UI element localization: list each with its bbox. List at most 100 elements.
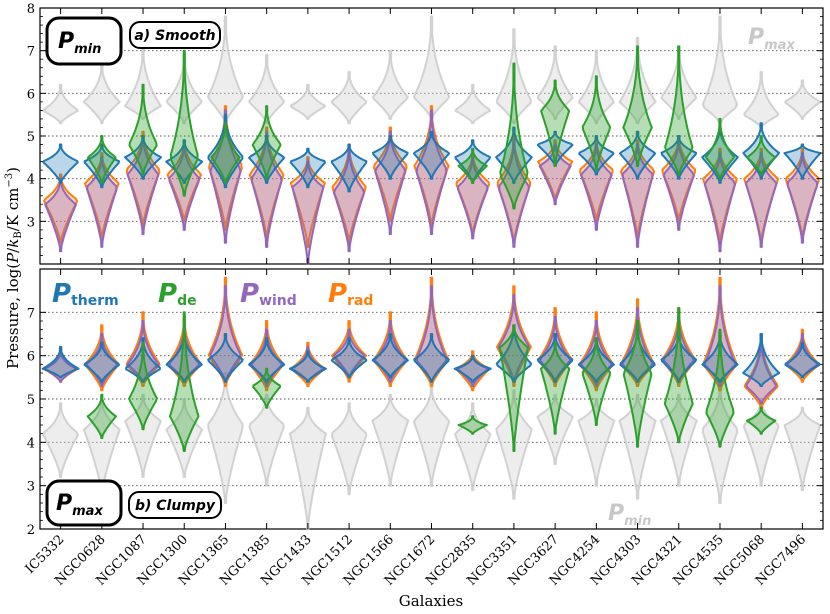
violin-de-NGC4254: [581, 75, 611, 172]
legend-wind: Pwind: [240, 279, 297, 309]
violin-de-NGC1385: [251, 105, 282, 180]
violin-wind-NGC7496: [786, 152, 819, 244]
violin-ghost-NGC1566: [371, 49, 409, 120]
violin-rad-NGC1512: [331, 320, 368, 383]
pmin-label-box: Pmin: [45, 16, 123, 66]
legend-de: Pde: [158, 279, 197, 309]
violin-ghost-NGC1566: [371, 393, 410, 487]
violin-de-NGC5068: [746, 135, 776, 176]
violin-de-NGC4535: [704, 117, 736, 180]
violin-therm-NGC7496: [784, 341, 821, 379]
violin-wind-NGC4535: [703, 152, 736, 253]
violin-therm-NGC5068: [742, 122, 780, 180]
violin-wind-NGC5068: [744, 152, 778, 248]
violin-therm-NGC1512: [330, 143, 368, 193]
violin-rad-NGC4254: [579, 311, 614, 392]
violin-therm-NGC1087: [125, 337, 161, 383]
violin-therm-NGC3351: [495, 324, 533, 383]
violin-ghost-IC5332: [42, 402, 79, 478]
violin-ghost-NGC1672: [412, 15, 451, 120]
violin-rad-NGC4321: [661, 307, 696, 387]
panel-b-label: b) Clumpy: [128, 491, 222, 519]
violin-rad-NGC1365: [207, 276, 244, 387]
violin-de-NGC0628: [86, 135, 117, 184]
violin-therm-IC5332: [41, 346, 80, 379]
violin-therm-NGC3627: [536, 333, 574, 383]
violin-therm-NGC1433: [289, 147, 326, 189]
violin-de-NGC4321: [663, 307, 694, 444]
violin-de-NGC4321: [664, 45, 694, 176]
ghost-label-pmax: Pmax: [748, 25, 795, 53]
violin-therm-NGC7496: [783, 143, 822, 180]
y-tick-label: 6: [27, 350, 35, 365]
violin-wind-NGC1512: [332, 147, 366, 253]
svg-text:a) Smooth: a) Smooth: [134, 28, 215, 44]
violin-ghost-NGC4321: [660, 45, 698, 120]
violin-ghost-NGC4303: [618, 36, 657, 125]
pmax-label-box: Pmax: [45, 479, 123, 527]
violin-therm-NGC1300: [165, 139, 204, 184]
violin-therm-NGC0628: [83, 341, 120, 383]
violin-de-NGC4535: [705, 328, 735, 448]
violin-wind-NGC3627: [538, 143, 572, 206]
violin-therm-IC5332: [42, 143, 79, 184]
violin-therm-NGC4303: [619, 130, 657, 180]
violin-therm-NGC4321: [660, 333, 698, 383]
violin-therm-NGC1672: [413, 333, 450, 383]
violin-de-NGC4303: [622, 320, 653, 448]
violin-de-NGC1087: [128, 83, 158, 176]
violin-wind-IC5332: [44, 177, 77, 253]
violin-therm-NGC5068: [742, 333, 781, 387]
violin-wind-NGC4254: [580, 320, 613, 387]
violin-de-NGC1087: [128, 341, 158, 431]
y-tick-label: 7: [27, 45, 35, 60]
violin-therm-NGC1087: [124, 135, 162, 180]
violin-therm-NGC4254: [577, 337, 615, 383]
violin-de-NGC2835: [457, 147, 488, 184]
x-axis-label: Galaxies: [399, 592, 464, 610]
violin-ghost-NGC5068: [743, 71, 780, 129]
violin-ghost-NGC1433: [290, 83, 326, 120]
violin-ghost-NGC1512: [330, 402, 368, 496]
violin-ghost-NGC1385: [248, 53, 286, 125]
violin-wind-NGC1365: [209, 109, 242, 244]
violin-ghost-NGC2835: [454, 402, 492, 491]
violin-ghost-NGC7496: [783, 406, 822, 491]
violin-de-NGC0628: [86, 393, 117, 439]
violin-therm-NGC1365: [207, 333, 244, 383]
violin-ghost-NGC7496: [784, 79, 821, 120]
violin-ghost-NGC1385: [248, 393, 285, 487]
y-tick-label: 5: [27, 393, 35, 408]
violin-wind-NGC3351: [498, 139, 530, 248]
x-tick-labels: IC5332NGC0628NGC1087NGC1300NGC1365NGC138…: [23, 532, 809, 588]
svg-text:Pmin: Pmin: [58, 29, 101, 57]
panel-b-ticks: 2 3 4 5 6 7: [27, 269, 823, 538]
violin-therm-NGC1672: [412, 130, 451, 180]
violin-de-NGC3627: [540, 79, 571, 167]
panel-a-label: a) Smooth: [129, 21, 221, 49]
violin-ghost-NGC1087: [124, 393, 162, 478]
legend-therm: Ptherm: [52, 279, 119, 309]
violin-therm-NGC1385: [248, 337, 286, 383]
violin-ghost-NGC1300: [165, 53, 203, 125]
violin-de-NGC1385: [252, 367, 282, 409]
svg-text:b) Clumpy: b) Clumpy: [135, 498, 216, 514]
violin-de-NGC1365: [210, 122, 241, 184]
ghost-label-pmin: Pmin: [608, 501, 651, 529]
violin-ghost-NGC4535: [701, 15, 739, 125]
y-tick-label: 2: [27, 523, 35, 538]
violin-ghost-NGC0628: [82, 62, 121, 125]
violin-wind-NGC1433: [291, 160, 325, 265]
violin-wind-NGC4254: [580, 143, 613, 231]
y-tick-label: 5: [27, 130, 35, 145]
legend: Ptherm Pde Pwind Prad: [52, 279, 373, 309]
y-tick-label: 8: [27, 2, 35, 17]
legend-rad: Prad: [328, 279, 373, 309]
y-tick-label: 6: [27, 87, 35, 102]
violin-ghost-NGC1433: [288, 406, 327, 530]
y-tick-label: 3: [27, 215, 35, 230]
violin-therm-NGC4535: [701, 333, 739, 383]
violin-de-NGC1300: [169, 49, 199, 197]
violin-ghost-NGC1087: [124, 45, 162, 120]
